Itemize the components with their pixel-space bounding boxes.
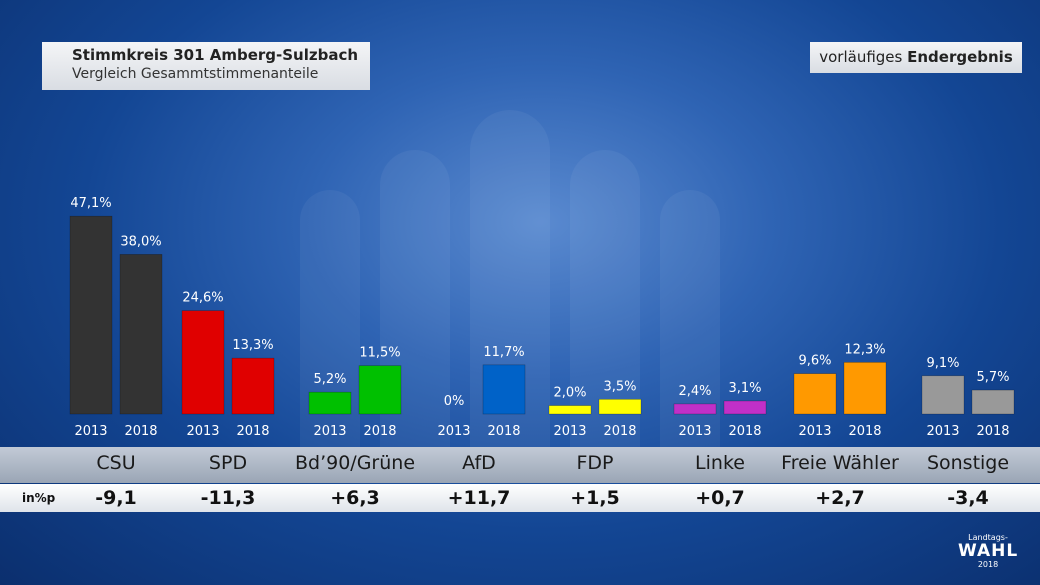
value-label-2013-1: 24,6% (182, 291, 223, 306)
value-label-2018-2: 11,5% (359, 346, 400, 361)
bar-2013-2 (308, 391, 352, 415)
status-prefix: vorläufiges (819, 48, 903, 66)
bar-2018-4 (598, 398, 642, 415)
bar-2013-5 (673, 403, 717, 415)
year-label-2013-6: 2013 (798, 424, 831, 439)
difference-band (0, 484, 1040, 512)
party-name-3: AfD (462, 452, 496, 474)
party-name-4: FDP (576, 452, 614, 474)
year-label-2013-1: 2013 (186, 424, 219, 439)
value-label-2018-5: 3,1% (728, 381, 761, 396)
difference-value-7: -3,4 (947, 487, 989, 509)
bar-2013-7 (921, 375, 965, 415)
party-name-5: Linke (695, 452, 745, 474)
landtagswahl-logo: Landtags- WAHL 2018 (958, 533, 1019, 569)
bar-2013-6 (793, 373, 837, 415)
difference-value-0: -9,1 (95, 487, 137, 509)
chart-subtitle: Vergleich Gesammtstimmenanteile (72, 66, 319, 82)
result-status: vorläufiges Endergebnis (810, 42, 1022, 73)
year-label-2018-4: 2018 (603, 424, 636, 439)
party-name-band (0, 447, 1040, 483)
year-label-2013-2: 2013 (313, 424, 346, 439)
party-name-2: Bd’90/Grüne (294, 452, 416, 474)
value-label-2018-4: 3,5% (603, 379, 636, 394)
year-label-2018-0: 2018 (124, 424, 157, 439)
chart-title: Stimmkreis 301 Amberg-Sulzbach (72, 46, 359, 64)
bar-2018-5 (723, 400, 767, 415)
year-label-2013-0: 2013 (74, 424, 107, 439)
party-name-7: Sonstige (926, 452, 1010, 474)
status-bold: Endergebnis (907, 48, 1013, 66)
value-label-2013-7: 9,1% (926, 356, 959, 371)
value-label-2013-0: 47,1% (70, 196, 111, 211)
value-label-2013-5: 2,4% (678, 384, 711, 399)
bar-2018-7 (971, 389, 1015, 415)
difference-value-6: +2,7 (815, 487, 865, 509)
bar-2018-6 (843, 362, 887, 415)
difference-value-5: +0,7 (695, 487, 745, 509)
value-label-2018-0: 38,0% (120, 234, 161, 249)
value-label-2013-3: 0% (444, 394, 465, 409)
difference-value-4: +1,5 (570, 487, 620, 509)
value-label-2018-7: 5,7% (976, 370, 1009, 385)
party-name-1: SPD (208, 452, 248, 474)
difference-value-3: +11,7 (447, 487, 511, 509)
value-label-2013-6: 9,6% (798, 354, 831, 369)
year-label-2018-5: 2018 (728, 424, 761, 439)
year-label-2018-1: 2018 (236, 424, 269, 439)
bar-2018-3 (482, 364, 526, 415)
year-label-2018-7: 2018 (976, 424, 1009, 439)
bar-2013-0 (69, 215, 113, 415)
difference-value-1: -11,3 (200, 487, 256, 509)
bar-2013-4 (548, 405, 592, 415)
year-label-2018-3: 2018 (487, 424, 520, 439)
title-box: Stimmkreis 301 Amberg-Sulzbach Vergleich… (42, 42, 370, 90)
bar-2018-1 (231, 357, 275, 415)
value-label-2018-3: 11,7% (483, 345, 524, 360)
party-name-6: Freie Wähler (781, 452, 899, 474)
bar-2018-0 (119, 254, 163, 415)
year-label-2013-3: 2013 (437, 424, 470, 439)
bar-chart: 47,1% 2013 38,0% 2018 24,6% 2013 13,3% 2018 5,2%… (69, 196, 1015, 439)
party-name-0: CSU (96, 452, 136, 474)
bar-2018-2 (358, 365, 402, 415)
value-label-2018-1: 13,3% (232, 338, 273, 353)
value-label-2013-2: 5,2% (313, 372, 346, 387)
year-label-2013-7: 2013 (926, 424, 959, 439)
difference-unit-label: in%p (22, 491, 56, 505)
year-label-2013-5: 2013 (678, 424, 711, 439)
value-label-2018-6: 12,3% (844, 342, 885, 357)
year-label-2013-4: 2013 (553, 424, 586, 439)
value-label-2013-4: 2,0% (553, 386, 586, 401)
difference-value-2: +6,3 (330, 487, 380, 509)
year-label-2018-6: 2018 (848, 424, 881, 439)
year-label-2018-2: 2018 (363, 424, 396, 439)
bar-2013-1 (181, 310, 225, 415)
